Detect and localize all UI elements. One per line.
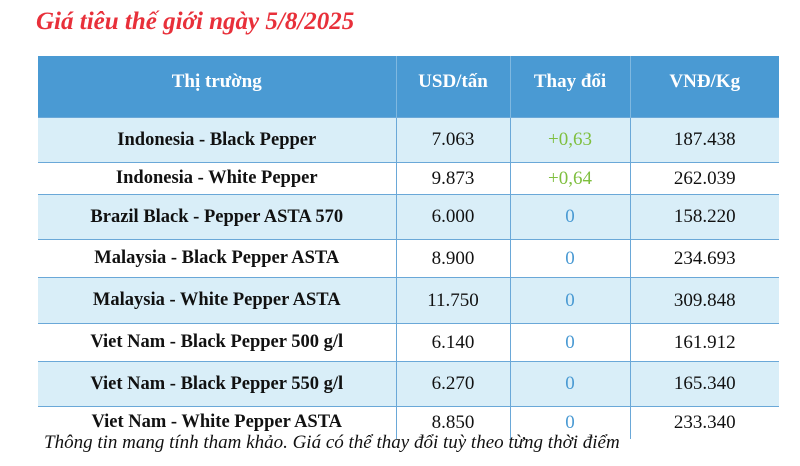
vnd-per-kg-cell: 161.912 xyxy=(629,323,779,362)
usd-per-ton-cell: 6.270 xyxy=(395,361,510,407)
usd-per-ton-cell: 6.000 xyxy=(395,194,510,240)
usd-per-ton-cell: 6.140 xyxy=(395,323,510,362)
change-cell: +0,63 xyxy=(509,117,630,163)
table-row: Viet Nam - Black Pepper 550 g/l 6.270 0 … xyxy=(38,361,779,407)
change-cell: 0 xyxy=(509,194,630,240)
vnd-per-kg-cell: 165.340 xyxy=(629,361,779,407)
change-cell: 0 xyxy=(509,277,630,324)
market-cell: Malaysia - Black Pepper ASTA xyxy=(38,239,396,278)
market-cell: Brazil Black - Pepper ASTA 570 xyxy=(38,194,396,240)
table-row: Malaysia - Black Pepper ASTA 8.900 0 234… xyxy=(38,239,779,278)
change-cell: +0,64 xyxy=(509,162,630,195)
table-row: Viet Nam - White Pepper ASTA 8.850 0 233… xyxy=(38,406,779,439)
usd-per-ton-cell: 9.873 xyxy=(395,162,510,195)
vnd-per-kg-cell: 262.039 xyxy=(629,162,779,195)
column-header-change: Thay đổi xyxy=(509,56,630,118)
table-row: Viet Nam - Black Pepper 500 g/l 6.140 0 … xyxy=(38,323,779,362)
market-cell: Viet Nam - White Pepper ASTA xyxy=(38,406,396,439)
column-header-usd-per-ton: USD/tấn xyxy=(395,56,510,118)
market-cell: Viet Nam - Black Pepper 550 g/l xyxy=(38,361,396,407)
vnd-per-kg-cell: 234.693 xyxy=(629,239,779,278)
column-header-market: Thị trường xyxy=(38,56,396,118)
usd-per-ton-cell: 7.063 xyxy=(395,117,510,163)
market-cell: Malaysia - White Pepper ASTA xyxy=(38,277,396,324)
change-cell: 0 xyxy=(509,406,630,439)
table-row: Malaysia - White Pepper ASTA 11.750 0 30… xyxy=(38,277,779,324)
change-cell: 0 xyxy=(509,361,630,407)
market-cell: Indonesia - Black Pepper xyxy=(38,117,396,163)
column-header-vnd-per-kg: VNĐ/Kg xyxy=(629,56,779,118)
table-row: Indonesia - Black Pepper 7.063 +0,63 187… xyxy=(38,117,779,163)
vnd-per-kg-cell: 187.438 xyxy=(629,117,779,163)
usd-per-ton-cell: 8.850 xyxy=(395,406,510,439)
market-cell: Indonesia - White Pepper xyxy=(38,162,396,195)
market-cell: Viet Nam - Black Pepper 500 g/l xyxy=(38,323,396,362)
vnd-per-kg-cell: 158.220 xyxy=(629,194,779,240)
table-row: Brazil Black - Pepper ASTA 570 6.000 0 1… xyxy=(38,194,779,240)
usd-per-ton-cell: 11.750 xyxy=(395,277,510,324)
vnd-per-kg-cell: 233.340 xyxy=(629,406,779,439)
page-title: Giá tiêu thế giới ngày 5/8/2025 xyxy=(36,8,355,35)
disclaimer-note: Thông tin mang tính tham khảo. Giá có th… xyxy=(44,432,620,453)
change-cell: 0 xyxy=(509,323,630,362)
table-header-row: Thị trường USD/tấn Thay đổi VNĐ/Kg xyxy=(38,56,779,118)
usd-per-ton-cell: 8.900 xyxy=(395,239,510,278)
pepper-price-table: Thị trường USD/tấn Thay đổi VNĐ/Kg Indon… xyxy=(38,56,779,439)
table-row: Indonesia - White Pepper 9.873 +0,64 262… xyxy=(38,162,779,195)
change-cell: 0 xyxy=(509,239,630,278)
vnd-per-kg-cell: 309.848 xyxy=(629,277,779,324)
